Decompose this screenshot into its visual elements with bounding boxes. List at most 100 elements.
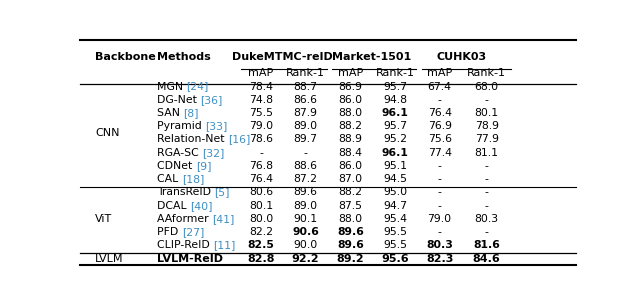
Text: CAL: CAL xyxy=(157,174,182,184)
Text: Rank-1: Rank-1 xyxy=(286,68,325,78)
Text: -: - xyxy=(259,148,263,158)
Text: 82.3: 82.3 xyxy=(426,254,453,264)
Text: [9]: [9] xyxy=(196,161,211,171)
Text: -: - xyxy=(438,95,442,105)
Text: SAN: SAN xyxy=(157,108,184,118)
Text: 84.6: 84.6 xyxy=(473,254,500,264)
Text: mAP: mAP xyxy=(338,68,363,78)
Text: RGA-SC: RGA-SC xyxy=(157,148,202,158)
Text: 86.9: 86.9 xyxy=(339,82,362,91)
Text: -: - xyxy=(438,187,442,197)
Text: Rank-1: Rank-1 xyxy=(376,68,415,78)
Text: mAP: mAP xyxy=(248,68,274,78)
Text: 74.8: 74.8 xyxy=(249,95,273,105)
Text: 96.1: 96.1 xyxy=(381,108,408,118)
Text: -: - xyxy=(484,161,489,171)
Text: 89.0: 89.0 xyxy=(294,201,317,211)
Text: 95.1: 95.1 xyxy=(383,161,407,171)
Text: 76.4: 76.4 xyxy=(249,174,273,184)
Text: Pyramid: Pyramid xyxy=(157,121,205,131)
Text: 92.2: 92.2 xyxy=(292,254,319,264)
Text: 68.0: 68.0 xyxy=(475,82,499,91)
Text: 88.6: 88.6 xyxy=(294,161,317,171)
Text: mAP: mAP xyxy=(427,68,452,78)
Text: 87.9: 87.9 xyxy=(294,108,317,118)
Text: [27]: [27] xyxy=(182,227,204,237)
Text: TransReID: TransReID xyxy=(157,187,214,197)
Text: 80.3: 80.3 xyxy=(475,214,499,224)
Text: -: - xyxy=(484,227,489,237)
Text: 88.0: 88.0 xyxy=(339,108,362,118)
Text: 90.0: 90.0 xyxy=(294,240,318,250)
Text: 86.0: 86.0 xyxy=(339,95,362,105)
Text: AAformer: AAformer xyxy=(157,214,212,224)
Text: 79.0: 79.0 xyxy=(249,121,273,131)
Text: 89.6: 89.6 xyxy=(337,227,364,237)
Text: 88.7: 88.7 xyxy=(294,82,317,91)
Text: DCAL: DCAL xyxy=(157,201,190,211)
Text: -: - xyxy=(484,174,489,184)
Text: -: - xyxy=(438,227,442,237)
Text: [36]: [36] xyxy=(200,95,223,105)
Text: 88.4: 88.4 xyxy=(339,148,362,158)
Text: 95.7: 95.7 xyxy=(383,121,407,131)
Text: 76.8: 76.8 xyxy=(249,161,273,171)
Text: 94.7: 94.7 xyxy=(383,201,407,211)
Text: Rank-1: Rank-1 xyxy=(467,68,506,78)
Text: -: - xyxy=(484,201,489,211)
Text: 82.2: 82.2 xyxy=(249,227,273,237)
Text: 95.4: 95.4 xyxy=(383,214,407,224)
Text: 79.0: 79.0 xyxy=(428,214,452,224)
Text: PFD: PFD xyxy=(157,227,182,237)
Text: -: - xyxy=(438,161,442,171)
Text: 67.4: 67.4 xyxy=(428,82,452,91)
Text: 89.6: 89.6 xyxy=(337,240,364,250)
Text: 76.9: 76.9 xyxy=(428,121,452,131)
Text: [24]: [24] xyxy=(186,82,209,91)
Text: 78.6: 78.6 xyxy=(249,135,273,145)
Text: ViT: ViT xyxy=(95,214,112,224)
Text: 89.7: 89.7 xyxy=(294,135,317,145)
Text: 82.5: 82.5 xyxy=(248,240,275,250)
Text: 88.9: 88.9 xyxy=(339,135,362,145)
Text: -: - xyxy=(304,148,308,158)
Text: -: - xyxy=(484,95,489,105)
Text: CDNet: CDNet xyxy=(157,161,196,171)
Text: 76.4: 76.4 xyxy=(428,108,452,118)
Text: 95.2: 95.2 xyxy=(383,135,407,145)
Text: 90.6: 90.6 xyxy=(292,227,319,237)
Text: 87.5: 87.5 xyxy=(339,201,362,211)
Text: DG-Net: DG-Net xyxy=(157,95,200,105)
Text: MGN: MGN xyxy=(157,82,186,91)
Text: 82.8: 82.8 xyxy=(247,254,275,264)
Text: 95.0: 95.0 xyxy=(383,187,407,197)
Text: [33]: [33] xyxy=(205,121,227,131)
Text: 86.6: 86.6 xyxy=(294,95,317,105)
Text: 78.9: 78.9 xyxy=(475,121,499,131)
Text: [16]: [16] xyxy=(228,135,250,145)
Text: [41]: [41] xyxy=(212,214,234,224)
Text: -: - xyxy=(438,174,442,184)
Text: Market-1501: Market-1501 xyxy=(332,52,412,62)
Text: [8]: [8] xyxy=(184,108,199,118)
Text: 90.1: 90.1 xyxy=(294,214,317,224)
Text: 89.2: 89.2 xyxy=(337,254,364,264)
Text: 75.5: 75.5 xyxy=(249,108,273,118)
Text: 95.5: 95.5 xyxy=(383,227,407,237)
Text: 94.8: 94.8 xyxy=(383,95,407,105)
Text: -: - xyxy=(484,187,489,197)
Text: 95.7: 95.7 xyxy=(383,82,407,91)
Text: CLIP-ReID: CLIP-ReID xyxy=(157,240,213,250)
Text: 95.5: 95.5 xyxy=(383,240,407,250)
Text: DukeMTMC-reID: DukeMTMC-reID xyxy=(232,52,333,62)
Text: 81.1: 81.1 xyxy=(475,148,499,158)
Text: 88.0: 88.0 xyxy=(339,214,362,224)
Text: Methods: Methods xyxy=(157,52,211,62)
Text: CNN: CNN xyxy=(95,128,120,138)
Text: 80.1: 80.1 xyxy=(249,201,273,211)
Text: 77.9: 77.9 xyxy=(475,135,499,145)
Text: 81.6: 81.6 xyxy=(474,240,500,250)
Text: 78.4: 78.4 xyxy=(249,82,273,91)
Text: 96.1: 96.1 xyxy=(381,148,408,158)
Text: [11]: [11] xyxy=(213,240,236,250)
